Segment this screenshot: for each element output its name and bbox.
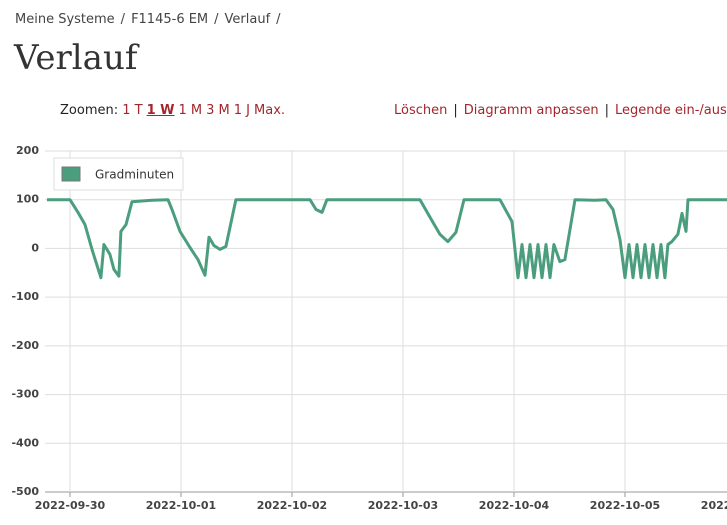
- y-tick-label: 200: [16, 144, 39, 157]
- y-tick-label: 100: [16, 193, 39, 206]
- breadcrumb-separator: /: [276, 12, 281, 27]
- y-tick-label: 0: [31, 241, 39, 254]
- y-tick-label: -100: [11, 290, 39, 303]
- zoom-label: Zoomen:: [60, 103, 119, 118]
- action-link[interactable]: Legende ein-/ausblenden: [614, 103, 727, 118]
- x-tick-label: 2022-10-06: [701, 499, 727, 512]
- y-tick-label: -400: [11, 436, 39, 449]
- zoom-option[interactable]: Max.: [254, 103, 286, 118]
- chart: -500 -400 -300 -200 -100 0 100 200 2022-09-30 202…: [11, 144, 727, 512]
- x-tick-label: 2022-10-04: [479, 499, 550, 512]
- zoom-option[interactable]: 1 W: [146, 103, 175, 118]
- breadcrumb: Meine Systeme / F1145-6 EM / Verlauf /: [15, 12, 287, 27]
- x-tick-label: 2022-09-30: [35, 499, 106, 512]
- breadcrumb-item[interactable]: Meine Systeme: [15, 12, 115, 27]
- breadcrumb-separator: /: [120, 12, 126, 27]
- breadcrumb-separator: /: [214, 12, 219, 27]
- x-tick-label: 2022-10-05: [590, 499, 660, 512]
- action-bar: Löschen | Diagramm anpassen | Legende ein-/a…: [394, 103, 727, 118]
- action-link[interactable]: Diagramm anpassen: [463, 103, 599, 118]
- page-title: Verlauf: [14, 38, 138, 78]
- y-tick-label: -500: [11, 485, 39, 498]
- x-tick-label: 2022-10-01: [146, 499, 216, 512]
- zoom-option[interactable]: 1 T: [122, 103, 143, 118]
- series-line: [47, 198, 727, 280]
- action-separator: |: [604, 103, 609, 118]
- action-separator: |: [453, 103, 458, 118]
- zoom-option[interactable]: 3 M: [206, 103, 230, 118]
- x-tick-label: 2022-10-02: [257, 499, 327, 512]
- zoom-option[interactable]: 1 M: [178, 103, 203, 118]
- y-tick-label: -200: [11, 339, 39, 352]
- x-tick-label: 2022-10-03: [368, 499, 438, 512]
- zoom-option[interactable]: 1 J: [233, 103, 251, 118]
- y-tick-label: -300: [11, 388, 39, 401]
- breadcrumb-item[interactable]: F1145-6 EM: [131, 12, 209, 27]
- legend-swatch: [61, 166, 81, 182]
- action-link[interactable]: Löschen: [394, 103, 448, 118]
- legend-label: Gradminuten: [95, 168, 174, 182]
- breadcrumb-item[interactable]: Verlauf: [224, 12, 271, 27]
